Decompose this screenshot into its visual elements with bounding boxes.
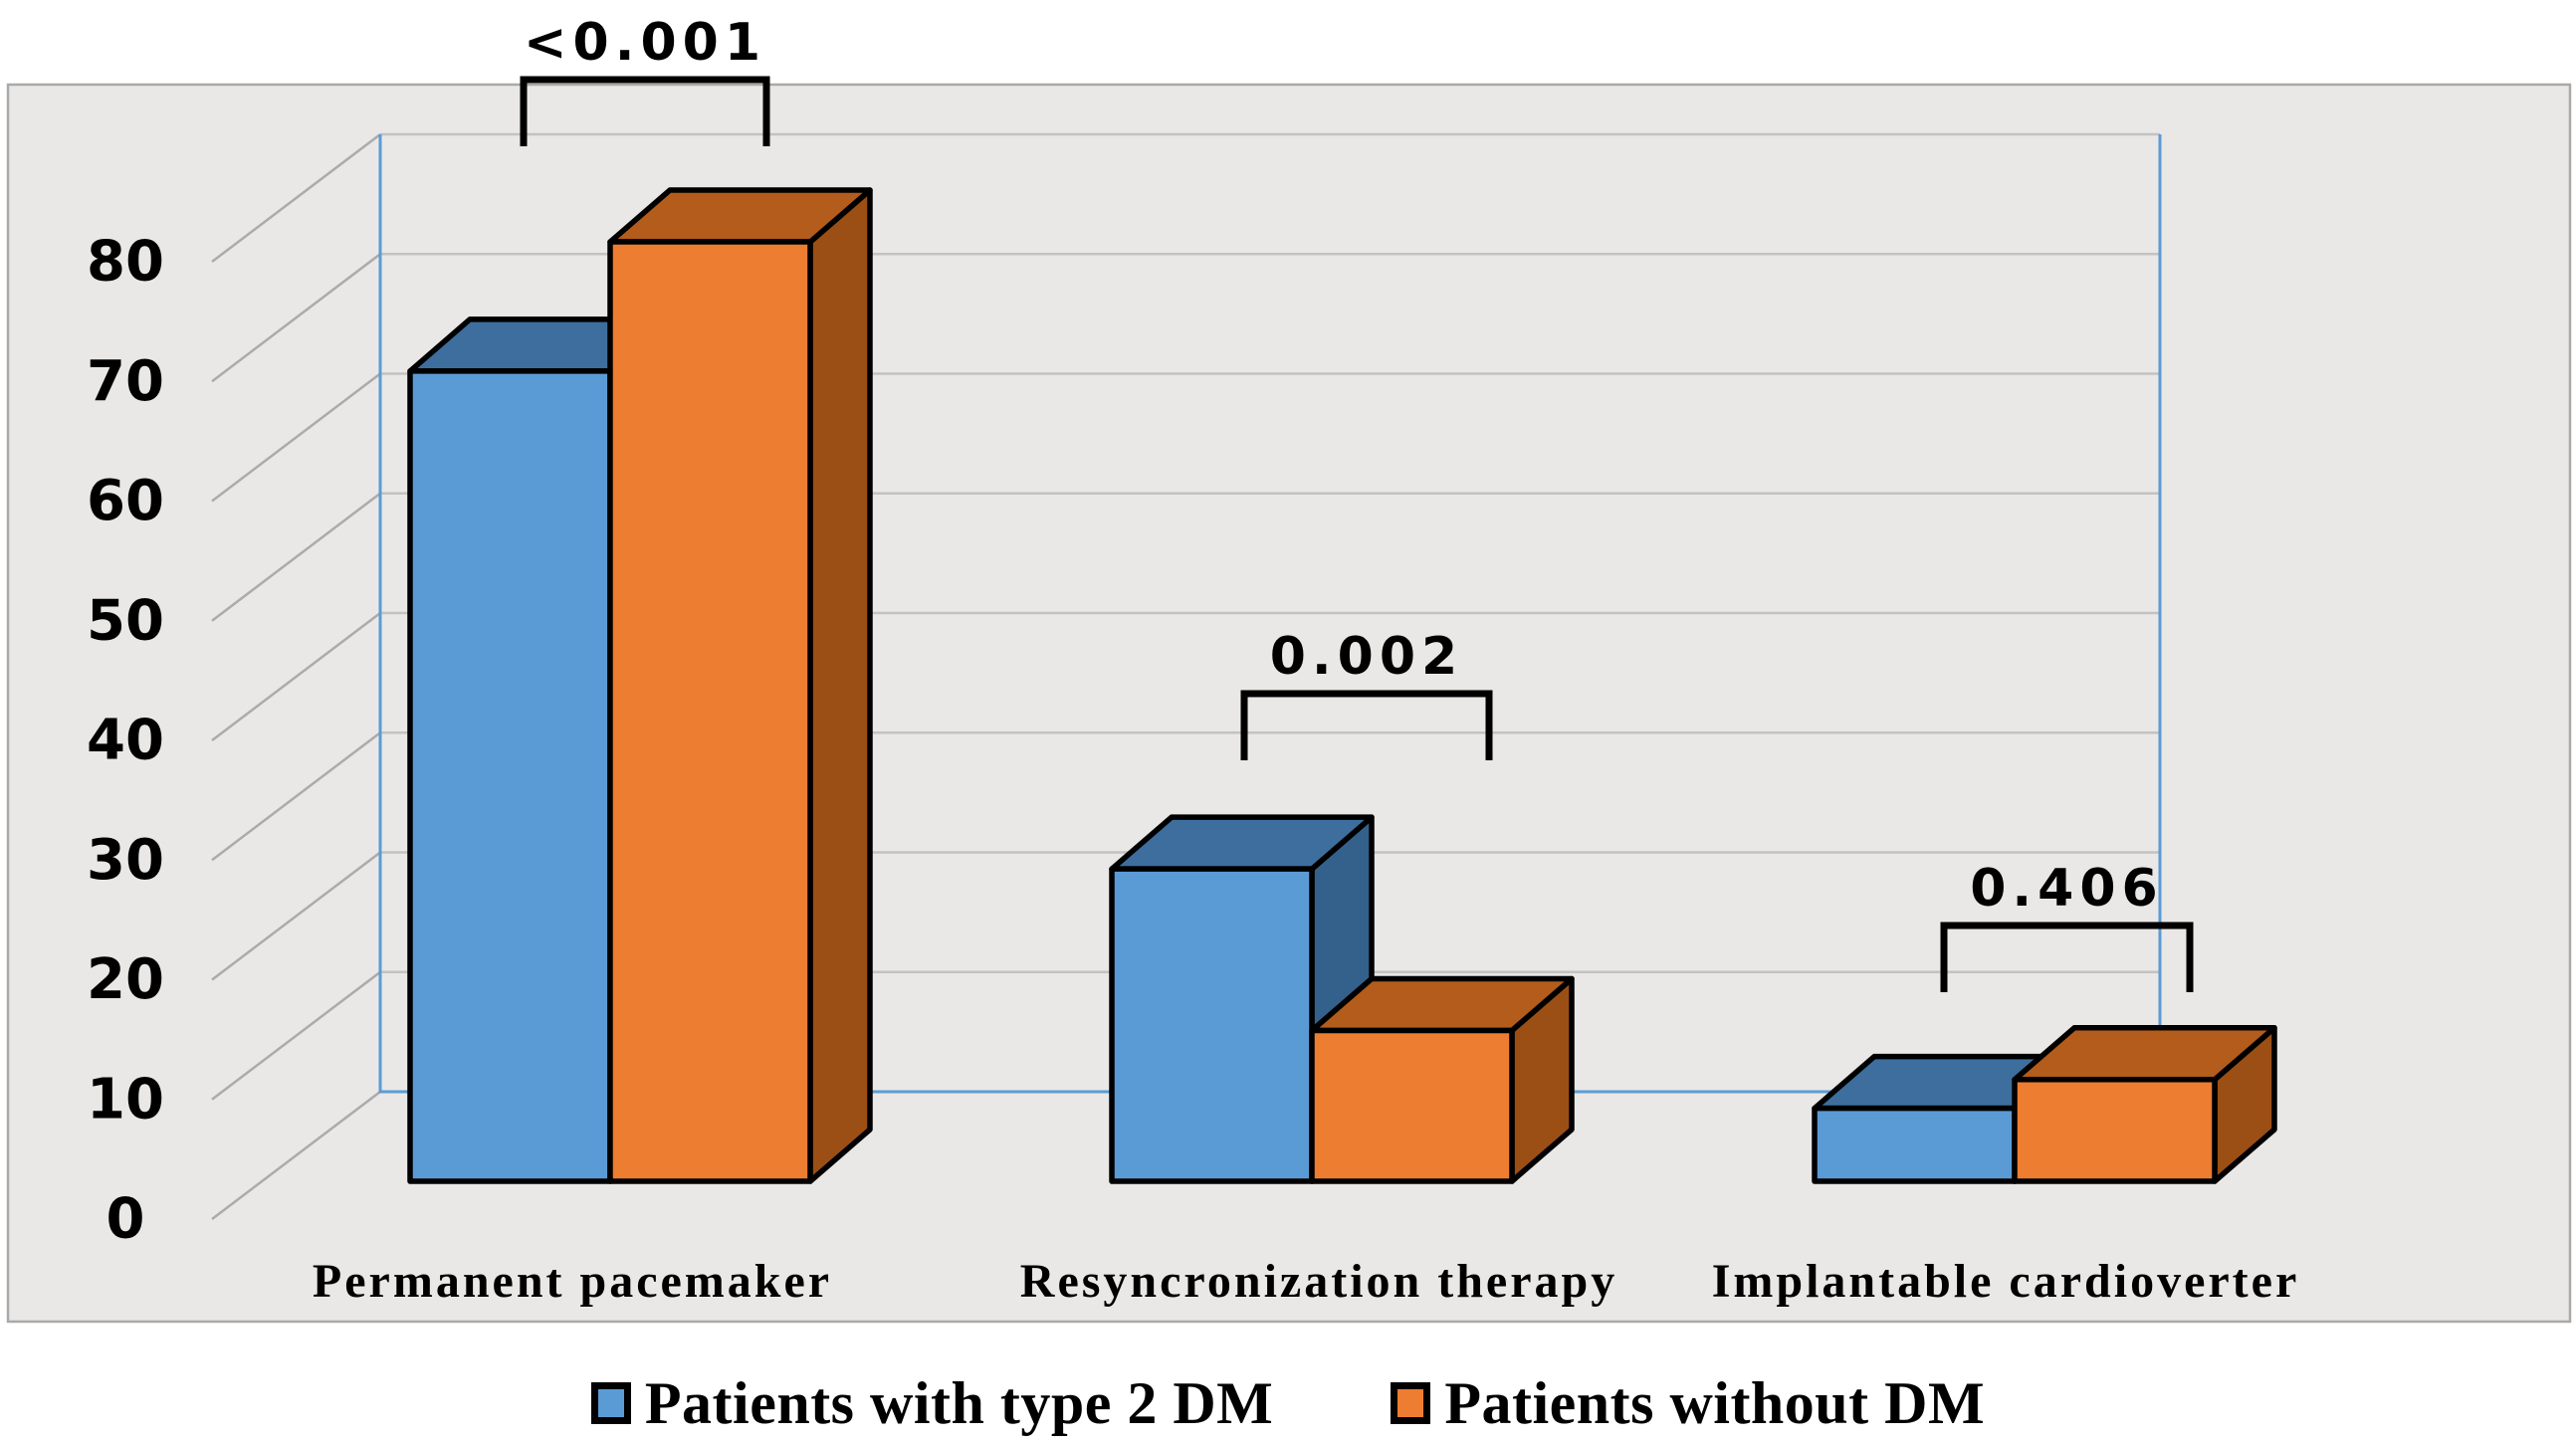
p-value-label: <0.001 — [524, 13, 766, 73]
bar-series2-front-face — [607, 239, 813, 1184]
tick-leader-line — [211, 1091, 381, 1220]
category-label: Resyncronization therapy — [1020, 1255, 1617, 1308]
y-axis-tick-label: 20 — [87, 947, 164, 1012]
y-axis-tick-label: 30 — [87, 828, 164, 893]
tick-leader-line — [211, 851, 381, 981]
category-label: Permanent pacemaker — [313, 1255, 832, 1308]
bar-series1-front-face — [1812, 1105, 2018, 1184]
bar-series2-side-face — [807, 187, 873, 1184]
legend-item-without-dm: Patients without DM — [1391, 1369, 1985, 1438]
tick-leader-line — [211, 612, 381, 741]
tick-leader-line — [211, 372, 381, 503]
legend: Patients with type 2 DM Patients without… — [0, 1367, 2576, 1439]
legend-swatch-orange — [1391, 1382, 1431, 1424]
tick-leader-line — [211, 731, 381, 862]
category-label: Implantable cardioverter — [1712, 1255, 2300, 1308]
significance-bracket — [520, 76, 770, 146]
y-axis-tick-label: 0 — [107, 1187, 145, 1252]
legend-label: Patients with type 2 DM — [644, 1369, 1274, 1436]
legend-item-with-dm: Patients with type 2 DM — [590, 1369, 1274, 1438]
legend-swatch-blue — [590, 1382, 631, 1424]
p-value-label: 0.002 — [1270, 627, 1463, 687]
tick-leader-line — [211, 253, 381, 383]
y-axis-tick-label: 80 — [87, 230, 164, 295]
bar-series2-front-face — [1309, 1027, 1515, 1184]
tick-leader-line — [211, 970, 381, 1101]
bar-series1-front-face — [1109, 866, 1315, 1184]
significance-bracket — [1240, 690, 1493, 760]
y-axis-tick-label: 60 — [87, 469, 164, 533]
y-axis-tick-label: 40 — [87, 709, 164, 773]
tick-leader-line — [211, 492, 381, 622]
significance-bracket — [1940, 922, 2194, 992]
y-axis-tick-label: 70 — [87, 349, 164, 414]
p-value-label: 0.406 — [1970, 859, 2163, 919]
y-axis-tick-label: 50 — [87, 588, 164, 653]
bar-series1-front-face — [407, 368, 613, 1184]
legend-label: Patients without DM — [1444, 1369, 1986, 1436]
bar-series2-front-face — [2012, 1077, 2218, 1184]
y-axis-tick-label: 10 — [87, 1067, 164, 1132]
tick-leader-line — [211, 133, 381, 263]
